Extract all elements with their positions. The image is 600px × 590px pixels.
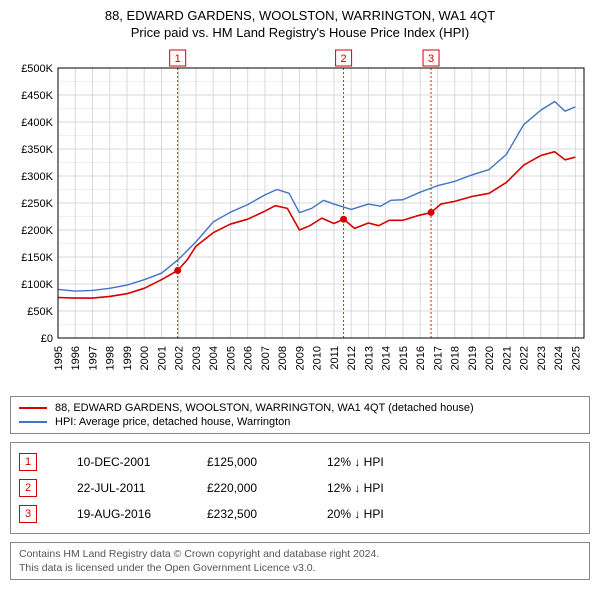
svg-text:2025: 2025 <box>570 346 582 370</box>
svg-text:2023: 2023 <box>536 346 548 370</box>
svg-text:2024: 2024 <box>553 346 565 370</box>
legend-label: 88, EDWARD GARDENS, WOOLSTON, WARRINGTON… <box>55 402 474 414</box>
sale-marker-badge: 1 <box>19 453 37 471</box>
svg-text:2006: 2006 <box>243 346 255 370</box>
svg-text:2000: 2000 <box>139 346 151 370</box>
svg-text:2019: 2019 <box>467 346 479 370</box>
svg-text:2007: 2007 <box>260 346 272 370</box>
svg-text:£50K: £50K <box>27 306 53 318</box>
svg-text:2002: 2002 <box>174 346 186 370</box>
sale-delta: 12% ↓ HPI <box>327 481 581 495</box>
sale-price: £232,500 <box>207 507 327 521</box>
sale-delta: 12% ↓ HPI <box>327 455 581 469</box>
svg-text:1996: 1996 <box>70 346 82 370</box>
sale-delta: 20% ↓ HPI <box>327 507 581 521</box>
svg-text:1995: 1995 <box>53 346 65 370</box>
attribution: Contains HM Land Registry data © Crown c… <box>10 542 590 580</box>
sales-table: 1 10-DEC-2001£125,00012% ↓ HPI 2 22-JUL-201… <box>10 442 590 534</box>
svg-text:£450K: £450K <box>21 90 53 102</box>
svg-text:2001: 2001 <box>156 346 168 370</box>
sale-date: 22-JUL-2011 <box>77 481 207 495</box>
svg-text:1998: 1998 <box>105 346 117 370</box>
legend: 88, EDWARD GARDENS, WOOLSTON, WARRINGTON… <box>10 396 590 434</box>
sale-date: 19-AUG-2016 <box>77 507 207 521</box>
svg-text:1997: 1997 <box>87 346 99 370</box>
svg-text:£200K: £200K <box>21 225 53 237</box>
svg-text:2003: 2003 <box>191 346 203 370</box>
attribution-line: Contains HM Land Registry data © Crown c… <box>19 547 581 561</box>
svg-text:2013: 2013 <box>363 346 375 370</box>
svg-text:2017: 2017 <box>432 346 444 370</box>
svg-text:£500K: £500K <box>21 63 53 75</box>
legend-swatch <box>19 407 47 409</box>
chart-area: £0 £50K £100K £150K £200K £250K £300K £350K £400… <box>10 46 590 386</box>
svg-text:2018: 2018 <box>450 346 462 370</box>
sale-marker-badge: 2 <box>19 479 37 497</box>
svg-text:1: 1 <box>175 53 181 65</box>
svg-text:£0: £0 <box>41 333 53 345</box>
svg-text:£350K: £350K <box>21 144 53 156</box>
page: 88, EDWARD GARDENS, WOOLSTON, WARRINGTON… <box>0 0 600 590</box>
svg-text:2008: 2008 <box>277 346 289 370</box>
sale-date: 10-DEC-2001 <box>77 455 207 469</box>
svg-text:2012: 2012 <box>346 346 358 370</box>
svg-text:2014: 2014 <box>381 346 393 370</box>
svg-text:2016: 2016 <box>415 346 427 370</box>
chart-title: 88, EDWARD GARDENS, WOOLSTON, WARRINGTON… <box>10 8 590 23</box>
chart-subtitle: Price paid vs. HM Land Registry's House … <box>10 25 590 40</box>
sale-row: 2 22-JUL-2011£220,00012% ↓ HPI <box>19 475 581 501</box>
sale-row: 3 19-AUG-2016£232,50020% ↓ HPI <box>19 501 581 527</box>
svg-text:2020: 2020 <box>484 346 496 370</box>
legend-item: 88, EDWARD GARDENS, WOOLSTON, WARRINGTON… <box>19 401 581 415</box>
legend-label: HPI: Average price, detached house, Warr… <box>55 416 290 428</box>
svg-text:£300K: £300K <box>21 171 53 183</box>
svg-text:£250K: £250K <box>21 198 53 210</box>
svg-text:£100K: £100K <box>21 279 53 291</box>
svg-text:2004: 2004 <box>208 346 220 370</box>
svg-text:£150K: £150K <box>21 252 53 264</box>
sale-row: 1 10-DEC-2001£125,00012% ↓ HPI <box>19 449 581 475</box>
attribution-line: This data is licensed under the Open Gov… <box>19 561 581 575</box>
sale-marker-badge: 3 <box>19 505 37 523</box>
chart-svg: £0 £50K £100K £150K £200K £250K £300K £350K £400… <box>10 46 590 386</box>
svg-text:2022: 2022 <box>519 346 531 370</box>
legend-item: HPI: Average price, detached house, Warr… <box>19 415 581 429</box>
svg-text:2021: 2021 <box>501 346 513 370</box>
sale-price: £125,000 <box>207 455 327 469</box>
svg-text:3: 3 <box>428 53 434 65</box>
svg-text:2: 2 <box>341 53 347 65</box>
svg-text:£400K: £400K <box>21 117 53 129</box>
svg-text:2011: 2011 <box>329 346 341 370</box>
svg-text:2015: 2015 <box>398 346 410 370</box>
svg-text:2010: 2010 <box>312 346 324 370</box>
legend-swatch <box>19 421 47 423</box>
svg-text:2009: 2009 <box>294 346 306 370</box>
svg-text:2005: 2005 <box>225 346 237 370</box>
sale-price: £220,000 <box>207 481 327 495</box>
svg-text:1999: 1999 <box>122 346 134 370</box>
